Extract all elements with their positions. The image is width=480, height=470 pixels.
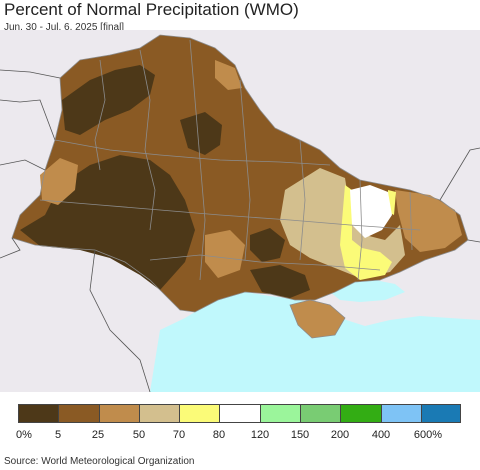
legend-tick-label: 50 (132, 429, 146, 441)
color-legend (18, 404, 462, 423)
map-title: Percent of Normal Precipitation (WMO) (4, 0, 299, 19)
precipitation-map (0, 30, 480, 392)
legend-tick-label: 0% (16, 429, 32, 441)
tan-area-center (205, 230, 245, 278)
tan-area-north (215, 60, 242, 90)
legend-tick-label: 25 (91, 429, 105, 441)
legend-swatch-3 (138, 404, 180, 423)
tan-area-crimea (290, 300, 345, 338)
legend-tick-label: 400 (371, 429, 391, 441)
legend-tick-label: 70 (172, 429, 186, 441)
legend-swatch-4 (179, 404, 220, 423)
legend-swatch-10 (420, 404, 462, 423)
legend-swatch-2 (98, 404, 139, 423)
legend-tick-label: 600% (413, 429, 443, 441)
legend-swatch-8 (340, 404, 381, 423)
legend-tick-label: 200 (330, 429, 350, 441)
legend-tick-label: 5 (54, 429, 62, 441)
dark-area-center (180, 112, 222, 155)
tan-area-west (40, 158, 78, 205)
legend-swatch-9 (380, 404, 421, 423)
legend-swatch-1 (58, 404, 99, 423)
dark-area-north (62, 65, 155, 135)
legend-swatch-7 (300, 404, 341, 423)
map-subtitle: Jun. 30 - Jul. 6, 2025 [final] (4, 22, 125, 33)
legend-tick-labels: 0% 5 25 50 70 80 120 150 200 400 600% (0, 429, 480, 443)
legend-swatch-6 (259, 404, 301, 423)
legend-tick-label: 120 (250, 429, 270, 441)
dark-area-south (250, 228, 285, 262)
legend-swatch-5 (219, 404, 260, 423)
legend-tick-label: 150 (290, 429, 310, 441)
region-borders (11, 34, 469, 313)
crimea-outline (289, 299, 346, 339)
country-borders (0, 69, 480, 392)
yellow-area (340, 185, 392, 280)
dark-area-coast (250, 265, 310, 298)
black-sea (150, 292, 480, 392)
legend-swatch-0 (18, 404, 59, 423)
source-note: Source: World Meteorological Organizatio… (4, 456, 195, 467)
legend-tick-label: 80 (212, 429, 226, 441)
